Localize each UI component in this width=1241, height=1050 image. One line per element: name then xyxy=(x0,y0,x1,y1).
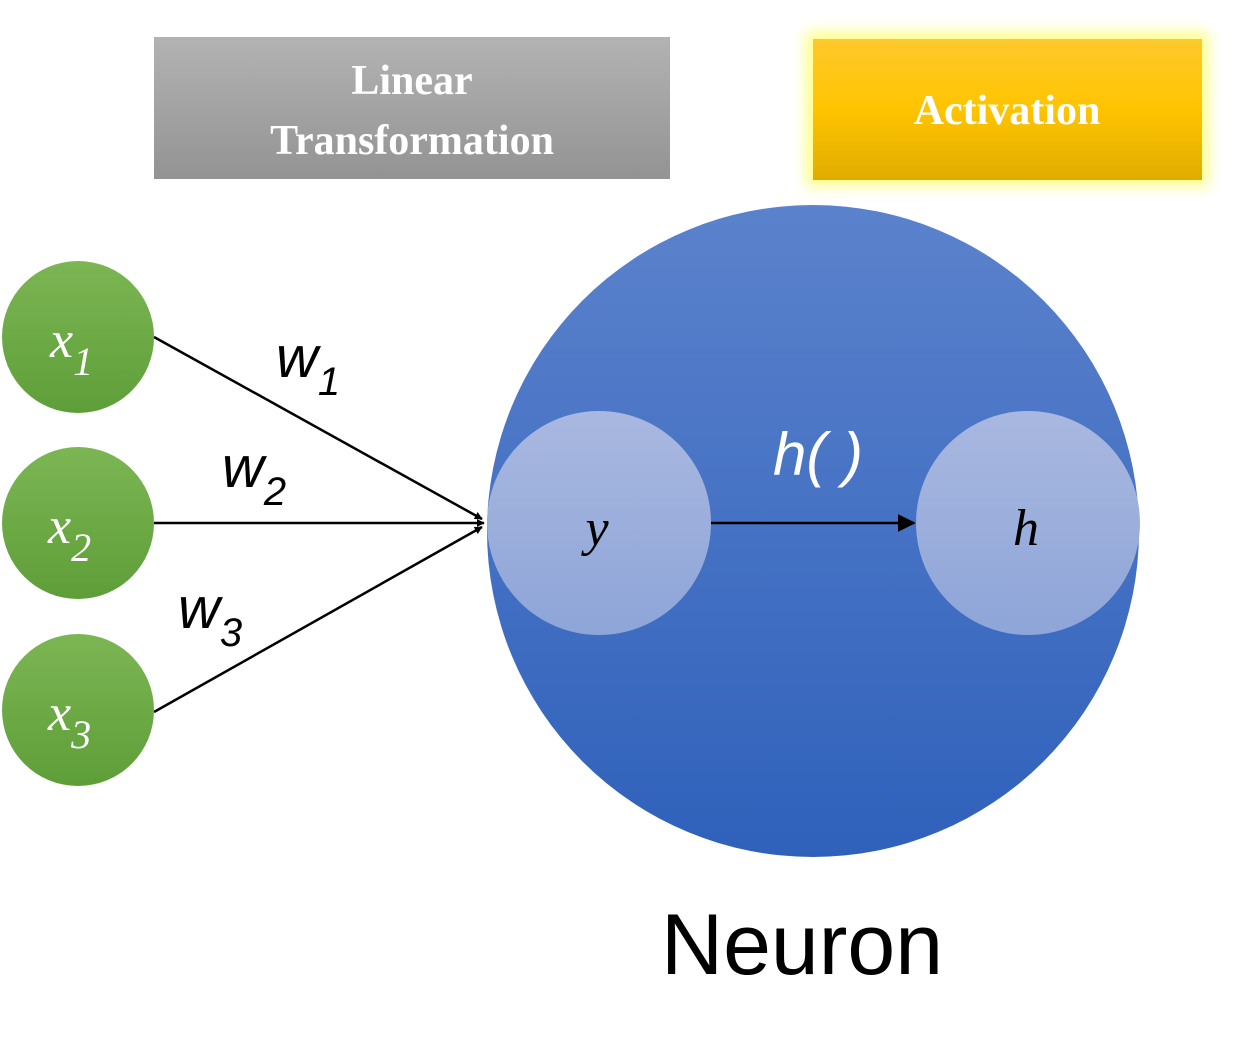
input-node-2: x2 xyxy=(2,447,154,599)
weight-label-3: w3 xyxy=(178,576,242,655)
pre-activation-label: y xyxy=(580,500,609,557)
input-1-base: x xyxy=(49,312,73,369)
neuron-caption: Neuron xyxy=(661,897,943,993)
linear-transformation-label-line2: Transformation xyxy=(270,118,554,164)
activation-box: Activation xyxy=(806,32,1208,186)
linear-transformation-box: Linear Transformation xyxy=(154,37,670,179)
input-2-sub: 2 xyxy=(71,525,91,570)
activation-function-label: h( ) xyxy=(773,421,863,488)
activation-label: Activation xyxy=(914,88,1101,134)
input-3-base: x xyxy=(47,685,71,742)
input-node-3: x3 xyxy=(2,634,154,786)
weight-label-1: w1 xyxy=(276,325,340,404)
weight-label-2: w2 xyxy=(222,435,286,514)
input-3-sub: 3 xyxy=(70,712,91,757)
linear-transformation-label-line1: Linear xyxy=(351,58,472,104)
input-2-base: x xyxy=(47,498,71,555)
output-label: h xyxy=(1013,500,1039,557)
input-node-1: x1 xyxy=(2,261,154,413)
input-1-sub: 1 xyxy=(73,339,93,384)
